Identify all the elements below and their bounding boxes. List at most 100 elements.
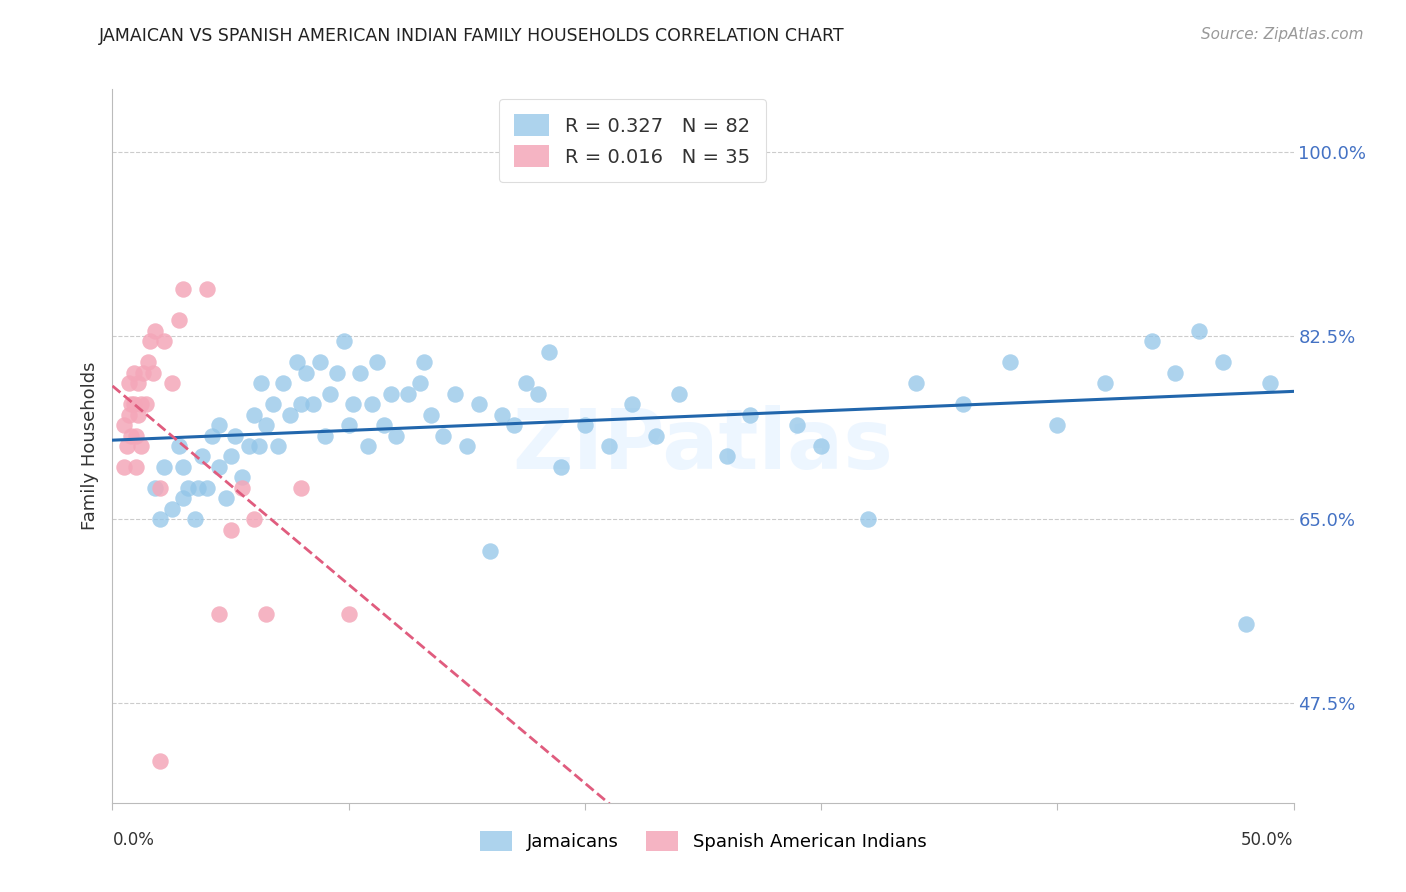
Point (420, 408, 443, 422)
Point (136, 355, 159, 369)
Point (143, 481, 166, 495)
Point (172, 282, 194, 296)
Point (668, 386, 690, 401)
Point (1234, 617, 1257, 632)
Point (149, 481, 172, 495)
Point (219, 450, 242, 464)
Point (125, 460, 148, 475)
Point (167, 439, 190, 453)
Point (574, 417, 596, 432)
Point (122, 397, 145, 411)
Point (129, 439, 152, 453)
Point (290, 397, 312, 411)
Point (254, 417, 277, 432)
Point (215, 491, 238, 506)
Point (191, 450, 214, 464)
Point (1212, 355, 1234, 369)
Point (1258, 376, 1281, 390)
Point (621, 397, 644, 411)
Point (177, 481, 200, 495)
Point (491, 408, 513, 422)
Point (208, 460, 231, 475)
Text: Source: ZipAtlas.com: Source: ZipAtlas.com (1201, 27, 1364, 42)
Point (149, 512, 172, 526)
Point (503, 417, 526, 432)
Point (219, 523, 242, 537)
Point (952, 397, 974, 411)
Point (127, 408, 149, 422)
Point (153, 460, 176, 475)
Point (444, 386, 467, 401)
Point (598, 439, 620, 453)
Point (810, 439, 832, 453)
Point (786, 417, 808, 432)
Point (120, 397, 142, 411)
Point (396, 386, 419, 401)
Point (208, 607, 231, 621)
Point (129, 397, 152, 411)
Point (1188, 324, 1211, 338)
Point (1094, 376, 1116, 390)
Point (262, 397, 284, 411)
Point (333, 334, 356, 348)
Point (644, 428, 666, 442)
Point (526, 386, 548, 401)
Point (538, 344, 561, 359)
Point (250, 376, 273, 390)
Point (858, 512, 880, 526)
Point (342, 397, 364, 411)
Text: ZIPatlas: ZIPatlas (513, 406, 893, 486)
Point (479, 544, 502, 558)
Point (326, 366, 349, 380)
Point (456, 439, 478, 453)
Point (231, 470, 253, 484)
Point (142, 366, 165, 380)
Y-axis label: Family Households: Family Households (80, 362, 98, 530)
Point (122, 366, 145, 380)
Point (115, 439, 138, 453)
Point (309, 355, 332, 369)
Point (337, 607, 360, 621)
Point (153, 334, 176, 348)
Point (278, 408, 301, 422)
Point (380, 386, 402, 401)
Point (337, 417, 360, 432)
Point (172, 460, 194, 475)
Text: 50.0%: 50.0% (1241, 831, 1294, 849)
Point (373, 417, 395, 432)
Point (160, 502, 183, 516)
Point (238, 439, 260, 453)
Point (271, 376, 294, 390)
Point (167, 313, 190, 327)
Point (432, 428, 454, 442)
Point (112, 460, 135, 475)
Point (186, 481, 208, 495)
Point (243, 512, 266, 526)
Point (195, 282, 218, 296)
Point (302, 397, 325, 411)
Point (208, 417, 231, 432)
Point (224, 428, 246, 442)
Point (349, 366, 371, 380)
Point (160, 376, 183, 390)
Point (118, 376, 141, 390)
Point (467, 397, 489, 411)
Point (413, 355, 436, 369)
Point (319, 386, 342, 401)
Point (149, 754, 172, 768)
Point (515, 376, 537, 390)
Point (550, 460, 572, 475)
Point (267, 439, 290, 453)
Point (290, 481, 312, 495)
Point (135, 397, 157, 411)
Point (904, 376, 927, 390)
Point (184, 512, 207, 526)
Point (1164, 366, 1187, 380)
Point (385, 428, 408, 442)
Point (716, 450, 738, 464)
Point (231, 481, 253, 495)
Text: JAMAICAN VS SPANISH AMERICAN INDIAN FAMILY HOUSEHOLDS CORRELATION CHART: JAMAICAN VS SPANISH AMERICAN INDIAN FAMI… (98, 27, 844, 45)
Point (139, 334, 162, 348)
Point (247, 439, 270, 453)
Point (201, 428, 224, 442)
